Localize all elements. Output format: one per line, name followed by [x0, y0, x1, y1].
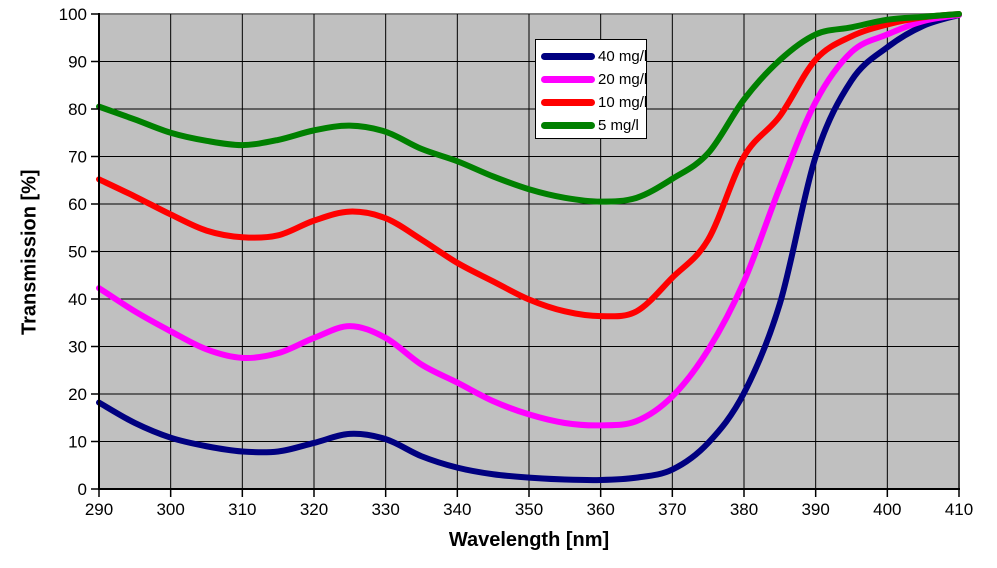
y-tick-label: 40 [68, 290, 87, 309]
legend-item-40mgl: 40 mg/l [541, 45, 648, 68]
x-tick-label: 400 [873, 500, 901, 519]
y-tick-label: 50 [68, 243, 87, 262]
x-tick-label: 300 [156, 500, 184, 519]
x-tick-label: 310 [228, 500, 256, 519]
series-line-20mgl [96, 11, 962, 429]
y-tick-label: 20 [68, 385, 87, 404]
y-tick-label: 60 [68, 195, 87, 214]
y-tick-label: 100 [59, 5, 87, 24]
x-tick-label: 410 [945, 500, 973, 519]
legend-line-swatch-5mgl [541, 122, 595, 129]
x-axis-title: Wavelength [nm] [448, 529, 610, 551]
legend-label-10mgl: 10 mg/l [598, 94, 648, 111]
x-tick-label: 320 [300, 500, 328, 519]
legend-item-20mgl: 20 mg/l [541, 68, 648, 91]
x-tick-label: 330 [371, 500, 399, 519]
y-tick-label: 90 [68, 53, 87, 72]
legend-item-10mgl: 10 mg/l [541, 91, 648, 114]
y-tick-label: 0 [78, 480, 87, 499]
x-tick-label: 390 [801, 500, 829, 519]
x-tick-label: 360 [586, 500, 614, 519]
x-tick-label: 370 [658, 500, 686, 519]
legend: 40 mg/l 20 mg/l 10 mg/l 5 mg/l [535, 39, 647, 139]
legend-item-5mgl: 5 mg/l [541, 114, 646, 137]
legend-line-swatch-40mgl [541, 53, 595, 60]
x-tick-label: 350 [515, 500, 543, 519]
x-tick-label: 380 [730, 500, 758, 519]
y-tick-label: 10 [68, 433, 87, 452]
series-line-10mgl [96, 11, 962, 320]
x-tick-label: 290 [85, 500, 113, 519]
legend-line-swatch-20mgl [541, 76, 595, 83]
y-tick-label: 30 [68, 338, 87, 357]
legend-label-20mgl: 20 mg/l [598, 71, 648, 88]
legend-label-5mgl: 5 mg/l [598, 117, 639, 134]
x-tick-label: 340 [443, 500, 471, 519]
legend-label-40mgl: 40 mg/l [598, 48, 648, 65]
series-line-40mgl [96, 11, 962, 484]
series-line-5mgl [96, 11, 962, 205]
y-tick-label: 70 [68, 148, 87, 167]
y-axis-title: Transmission [%] [18, 169, 41, 335]
y-tick-label: 80 [68, 100, 87, 119]
legend-line-swatch-10mgl [541, 99, 595, 106]
